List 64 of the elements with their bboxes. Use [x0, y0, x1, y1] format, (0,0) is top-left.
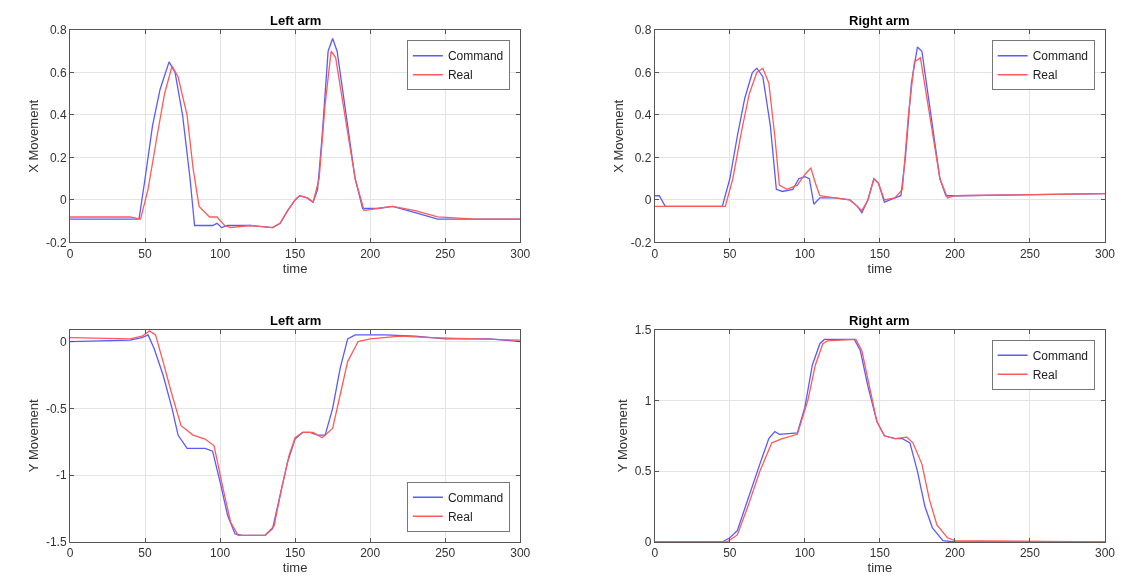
y-tick-label: -0.2 [45, 235, 67, 250]
x-tick-label: 100 [794, 546, 816, 561]
y-tick-label: -1.5 [45, 535, 67, 550]
y-tick-label: 0 [644, 193, 652, 208]
x-tick-label: 200 [360, 546, 381, 561]
x-tick-label: 250 [435, 546, 456, 561]
chart-title: Left arm [270, 313, 322, 328]
legend-label: Real [1032, 367, 1058, 382]
y-tick-label: -0.2 [630, 235, 652, 250]
y-tick-label: 0.6 [49, 65, 67, 80]
y-axis-title: X Movement [25, 99, 41, 173]
y-tick-label: -0.5 [45, 401, 67, 416]
chart-title: Left arm [270, 13, 322, 28]
x-tick-label: 200 [360, 246, 381, 261]
y-axis-title: Y Movement [25, 399, 41, 473]
x-tick-label: 300 [510, 546, 531, 561]
y-tick-label: 0.8 [49, 23, 67, 38]
x-tick-label: 150 [869, 246, 891, 261]
x-tick-label: 250 [435, 246, 456, 261]
legend-label: Command [1032, 49, 1089, 64]
x-tick-label: 150 [869, 546, 891, 561]
x-tick-label: 250 [1019, 246, 1041, 261]
x-tick-label: 50 [138, 246, 153, 261]
x-tick-label: 100 [210, 246, 231, 261]
x-tick-label: 150 [285, 546, 306, 561]
x-tick-label: 50 [723, 546, 737, 561]
x-tick-label: 100 [794, 246, 816, 261]
y-tick-label: 0.6 [634, 65, 652, 80]
chart-title: Right arm [849, 313, 910, 328]
y-tick-label: 0.8 [634, 23, 652, 38]
y-tick-label: 0 [59, 193, 67, 208]
chart-title: Right arm [849, 13, 910, 28]
x-tick-label: 300 [1094, 246, 1116, 261]
y-tick-label: 1.5 [634, 322, 652, 337]
legend-label: Real [447, 68, 473, 83]
x-tick-label: 50 [723, 246, 737, 261]
legend-label: Real [1032, 68, 1058, 83]
y-tick-label: 0 [59, 334, 67, 349]
legend-label: Command [447, 49, 504, 64]
x-tick-label: 200 [944, 546, 966, 561]
x-tick-label: 300 [510, 246, 531, 261]
y-tick-label: 0 [644, 535, 652, 550]
x-axis-title: time [867, 260, 893, 276]
legend-label: Real [447, 509, 473, 524]
y-tick-label: 1 [644, 393, 652, 408]
x-axis-title: time [282, 260, 308, 276]
y-axis-title: X Movement [610, 99, 626, 173]
legend-label: Command [447, 490, 504, 505]
x-tick-label: 300 [1094, 546, 1116, 561]
x-axis-title: time [282, 560, 308, 576]
y-tick-label: 0.2 [634, 150, 652, 165]
x-tick-label: 100 [210, 546, 231, 561]
x-tick-label: 200 [944, 246, 966, 261]
y-tick-label: -1 [55, 468, 67, 483]
y-tick-label: 0.4 [634, 108, 652, 123]
y-tick-label: 0.2 [49, 150, 67, 165]
x-tick-label: 250 [1019, 546, 1041, 561]
x-tick-label: 50 [138, 546, 153, 561]
y-tick-label: 0.4 [49, 108, 67, 123]
y-tick-label: 0.5 [634, 464, 652, 479]
y-axis-title: Y Movement [614, 399, 630, 473]
legend-label: Command [1032, 348, 1089, 363]
x-tick-label: 150 [285, 246, 306, 261]
x-axis-title: time [867, 560, 893, 576]
